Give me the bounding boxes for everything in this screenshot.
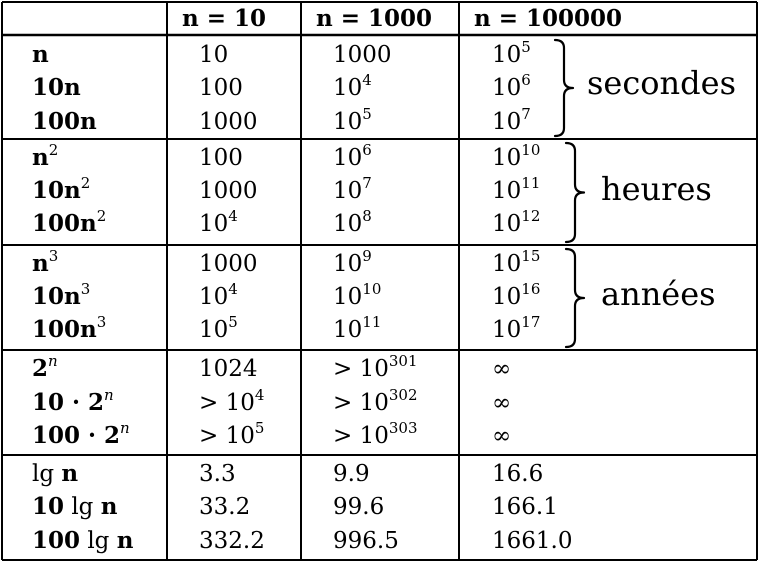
table-row: lg n 3.3 9.9 16.6 bbox=[32, 460, 543, 487]
cell-n100000: 105 bbox=[492, 38, 531, 68]
header-col-n10: n = 10 bbox=[182, 5, 266, 32]
cell-n10: 100 bbox=[199, 75, 243, 101]
table-group: lg n 3.3 9.9 16.6 10 lg n 33.2 99.6 166.1 100 lg… bbox=[32, 460, 572, 554]
cell-n1000: 1000 bbox=[333, 42, 392, 68]
curly-brace-icon bbox=[564, 141, 586, 244]
row-label: 10 lg n bbox=[32, 493, 118, 520]
table-row: 100 · 2n > 105 > 10303 ∞ bbox=[32, 419, 511, 449]
cell-n1000: 9.9 bbox=[333, 461, 370, 487]
cell-n10: 10 bbox=[199, 42, 228, 68]
cell-n10: 3.3 bbox=[199, 461, 236, 487]
cell-n100000: ∞ bbox=[492, 390, 511, 416]
table-row: 10 lg n 33.2 99.6 166.1 bbox=[32, 493, 558, 520]
cell-n10: 33.2 bbox=[199, 494, 250, 520]
cell-n1000: > 10301 bbox=[333, 352, 418, 382]
time-unit-label: heures bbox=[601, 170, 712, 208]
cell-n100000: ∞ bbox=[492, 356, 511, 382]
table-group: n 10 1000 105 10n 100 104 106 100n 1000 105 107 bbox=[32, 38, 531, 135]
time-unit-label: années bbox=[601, 275, 716, 313]
cell-n100000: 1661.0 bbox=[492, 528, 572, 554]
table-header: n = 10 n = 1000 n = 100000 bbox=[182, 5, 622, 32]
cell-n100000: 1011 bbox=[492, 174, 540, 204]
table-row: 10n 100 104 106 bbox=[32, 71, 531, 101]
row-label: 100n bbox=[32, 108, 97, 135]
table-row: 10n2 1000 107 1011 bbox=[32, 174, 540, 204]
cell-n1000: 107 bbox=[333, 174, 372, 204]
cell-n10: 104 bbox=[199, 280, 238, 310]
table-row: n 10 1000 105 bbox=[32, 38, 531, 68]
row-label: lg n bbox=[32, 460, 78, 487]
header-col-n100000: n = 100000 bbox=[474, 5, 622, 32]
table-row: n3 1000 109 1015 bbox=[32, 247, 540, 277]
time-unit-label: secondes bbox=[587, 64, 736, 102]
cell-n10: 104 bbox=[199, 207, 238, 237]
row-label: 2n bbox=[32, 352, 58, 382]
cell-n100000: 106 bbox=[492, 71, 531, 101]
row-label: n3 bbox=[32, 247, 58, 277]
cell-n1000: 99.6 bbox=[333, 494, 384, 520]
table-row: 100n 1000 105 107 bbox=[32, 105, 531, 135]
cell-n100000: 107 bbox=[492, 105, 531, 135]
cell-n10: 1000 bbox=[199, 178, 258, 204]
row-label: 10n bbox=[32, 74, 81, 101]
cell-n100000: 1010 bbox=[492, 141, 540, 171]
cell-n10: 1024 bbox=[199, 356, 258, 382]
cell-n10: 1000 bbox=[199, 251, 258, 277]
table-row: 2n 1024 > 10301 ∞ bbox=[32, 352, 511, 382]
row-label: 100 lg n bbox=[32, 527, 134, 554]
row-label: 10n3 bbox=[32, 280, 90, 310]
cell-n10: 100 bbox=[199, 145, 243, 171]
table-row: 10 · 2n > 104 > 10302 ∞ bbox=[32, 386, 511, 416]
cell-n1000: 104 bbox=[333, 71, 372, 101]
row-label: 100n2 bbox=[32, 207, 106, 237]
row-label: 100n3 bbox=[32, 313, 106, 343]
table-row: 100n3 105 1011 1017 bbox=[32, 313, 540, 343]
unit-braces: secondes heures années bbox=[553, 38, 736, 349]
table-row: 100n2 104 108 1012 bbox=[32, 207, 540, 237]
cell-n1000: 1010 bbox=[333, 280, 381, 310]
table-row: n2 100 106 1010 bbox=[32, 141, 540, 171]
cell-n1000: > 10302 bbox=[333, 386, 418, 416]
cell-n1000: 108 bbox=[333, 207, 372, 237]
cell-n10: 1000 bbox=[199, 109, 258, 135]
cell-n1000: 105 bbox=[333, 105, 372, 135]
table-row: 100 lg n 332.2 996.5 1661.0 bbox=[32, 527, 572, 554]
row-label: 10 · 2n bbox=[32, 386, 114, 416]
row-label: n bbox=[32, 41, 49, 68]
header-col-n1000: n = 1000 bbox=[316, 5, 432, 32]
cell-n1000: 1011 bbox=[333, 313, 381, 343]
curly-brace-icon bbox=[564, 247, 586, 349]
cell-n100000: 1016 bbox=[492, 280, 540, 310]
cell-n10: 332.2 bbox=[199, 528, 265, 554]
cell-n10: 105 bbox=[199, 313, 238, 343]
cell-n1000: 106 bbox=[333, 141, 372, 171]
cell-n100000: 16.6 bbox=[492, 461, 543, 487]
row-label: 10n2 bbox=[32, 174, 90, 204]
cell-n1000: 109 bbox=[333, 247, 372, 277]
row-label: 100 · 2n bbox=[32, 419, 130, 449]
cell-n100000: 166.1 bbox=[492, 494, 558, 520]
table-row: 10n3 104 1010 1016 bbox=[32, 280, 540, 310]
cell-n1000: 996.5 bbox=[333, 528, 399, 554]
cell-n1000: > 10303 bbox=[333, 419, 418, 449]
cell-n10: > 105 bbox=[199, 419, 264, 449]
cell-n100000: 1012 bbox=[492, 207, 540, 237]
cell-n100000: ∞ bbox=[492, 423, 511, 449]
row-label: n2 bbox=[32, 141, 58, 171]
cell-n100000: 1015 bbox=[492, 247, 540, 277]
curly-brace-icon bbox=[553, 38, 575, 138]
table-group: 2n 1024 > 10301 ∞10 · 2n > 104 > 10302 ∞100 · … bbox=[32, 352, 511, 449]
cell-n100000: 1017 bbox=[492, 313, 540, 343]
cell-n10: > 104 bbox=[199, 386, 264, 416]
table-group: n3 1000 109 1015 10n3 104 1010 1016 100n3 105 1011… bbox=[32, 247, 540, 343]
